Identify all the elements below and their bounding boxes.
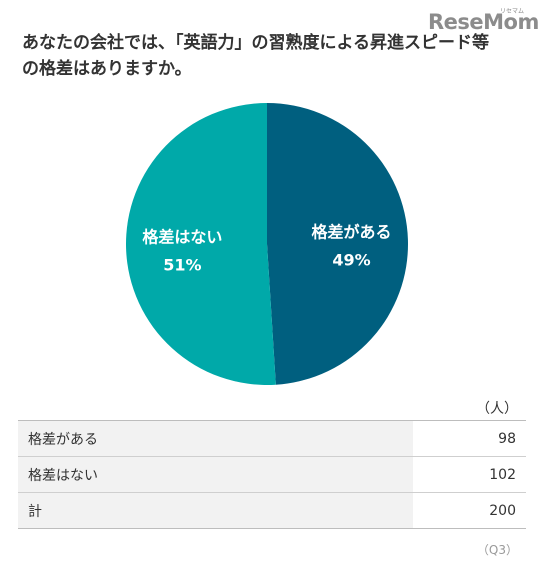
slice-value-label: 51% [163,256,201,275]
row-label: 計 [18,492,413,529]
pie-chart: 格差がある 49% 格差はない 51% [125,103,408,386]
slice-label: 格差はない [142,228,222,247]
data-table: 格差がある 98 格差はない 102 計 200 [18,420,526,529]
table-row: 格差がある 98 [18,420,526,457]
pie-slices [125,103,408,386]
row-value: 98 [413,420,526,457]
table-unit: （人） [476,401,518,417]
row-value: 200 [413,492,526,529]
table-row: 格差はない 102 [18,456,526,493]
table-row-total: 計 200 [18,492,526,529]
row-label: 格差がある [18,420,413,457]
logo-text: ReseMom [428,10,539,34]
slice-value-label: 49% [332,250,370,269]
resemom-logo: ReseMom [428,10,539,34]
pie-slice [125,103,276,386]
pie-slice [267,103,408,385]
logo-subtext: リセマム [500,8,525,15]
question-number: （Q3） [476,543,518,557]
row-value: 102 [413,456,526,493]
row-label: 格差はない [18,456,413,493]
slice-label: 格差がある [312,222,392,241]
pie-labels: 格差がある 49% 格差はない 51% [142,222,391,274]
chart-title: あなたの会社では、「英語力」の習熟度による昇進スピード等の格差はありますか。 [22,33,489,79]
